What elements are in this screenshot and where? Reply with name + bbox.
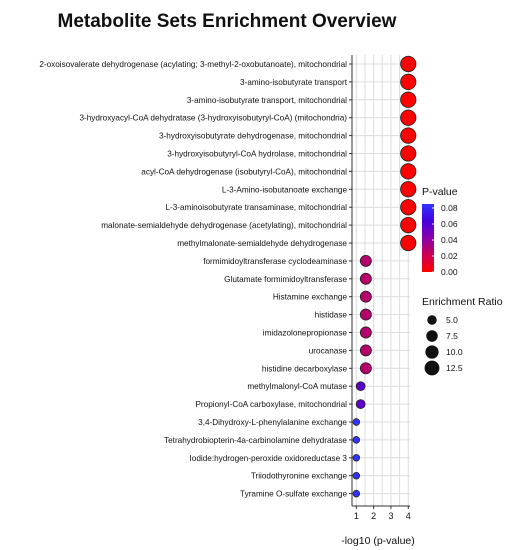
category-label: 3-hydroxyacyl-CoA dehydratase (3-hydroxy… [79, 114, 347, 123]
category-label: 3-amino-isobutyrate transport [240, 78, 348, 87]
x-axis-title: -log10 (p-value) [341, 535, 415, 547]
data-point [400, 109, 417, 126]
data-point [359, 290, 372, 303]
chart-title: Metabolite Sets Enrichment Overview [58, 11, 397, 32]
category-label: L-3-Amino-isobutanoate exchange [222, 185, 348, 194]
category-label: Tetrahydrobiopterin-4a-carbinolamine deh… [164, 436, 347, 445]
data-point [400, 163, 417, 180]
enrichment-ratio-legend-label: 7.5 [446, 331, 458, 341]
data-point [400, 216, 417, 234]
data-point [359, 308, 372, 321]
p-value-color-bar [422, 204, 434, 272]
category-labels: 2-oxoisovalerate dehydrogenase (acylatin… [39, 60, 352, 499]
enrichment-ratio-legend: Enrichment Ratio 5.0 7.5 10.0 12.5 [422, 296, 503, 376]
enrichment-ratio-legend-dot [424, 360, 440, 376]
x-tick-label: 1 [354, 511, 359, 521]
data-point [359, 344, 372, 357]
category-label: methylmalonyl-CoA mutase [247, 382, 347, 391]
category-label: 2-oxoisovalerate dehydrogenase (acylatin… [39, 60, 347, 69]
p-value-legend-title: P-value [422, 186, 458, 198]
data-point [359, 254, 372, 267]
category-label: Tyramine O-sulfate exchange [240, 490, 347, 499]
category-label: methylmalonate-semialdehyde dehydrogenas… [177, 239, 347, 248]
data-point [352, 418, 361, 426]
data-point [355, 399, 366, 409]
enrichment-ratio-legend-dot [426, 330, 438, 342]
data-point [352, 489, 361, 498]
category-label: 3,4-Dihydroxy-L-phenylalanine exchange [198, 418, 347, 427]
x-tick-label: 3 [388, 511, 393, 521]
data-point [400, 234, 417, 252]
p-value-legend-tick: 0.06 [441, 219, 458, 229]
p-value-legend-tick: 0.02 [441, 251, 458, 261]
data-point [355, 381, 366, 392]
axes [351, 55, 410, 507]
data-point [400, 145, 417, 162]
x-axis-ticks: 1 2 3 4 [354, 506, 411, 521]
data-point [352, 436, 361, 444]
category-label: urocanase [309, 346, 348, 355]
category-label: Propionyl-CoA carboxylase, mitochondrial [195, 400, 347, 409]
enrichment-ratio-legend-label: 10.0 [446, 347, 463, 357]
enrichment-ratio-legend-label: 5.0 [446, 315, 458, 325]
data-point [359, 362, 372, 375]
data-point [400, 55, 417, 73]
category-label: imidazolonepropionase [263, 329, 348, 338]
data-point [400, 181, 417, 198]
data-point [400, 73, 417, 91]
category-label: 3-hydroxyisobutyrate dehydrogenase, mito… [159, 132, 347, 141]
p-value-legend: P-value 0.08 0.06 0.04 0.02 0.00 [422, 186, 458, 277]
enrichment-ratio-legend-title: Enrichment Ratio [422, 296, 503, 308]
category-label: histidine decarboxylase [262, 364, 348, 373]
category-label: histidase [315, 311, 348, 320]
category-label: Triiodothyronine exchange [251, 472, 348, 481]
category-label: Iodide:hydrogen-peroxide oxidoreductase … [190, 454, 348, 463]
x-tick-label: 2 [371, 511, 376, 521]
data-point [352, 454, 361, 462]
p-value-legend-tick: 0.04 [441, 235, 458, 245]
category-label: L-3-aminoisobutyrate transaminase, mitoc… [165, 203, 347, 212]
data-points [352, 55, 417, 498]
data-point [400, 91, 417, 108]
enrichment-ratio-legend-dot [427, 315, 437, 325]
category-label: formimidoyltransferase cyclodeaminase [203, 257, 347, 266]
enrichment-ratio-legend-dot [425, 345, 439, 359]
category-label: 3-hydroxyisobutyryl-CoA hydrolase, mitoc… [167, 150, 347, 159]
data-point [352, 471, 361, 480]
data-point [400, 127, 417, 144]
category-label: Histamine exchange [273, 293, 348, 302]
data-point [400, 199, 417, 216]
category-label: malonate-semialdehyde dehydrogenase (ace… [101, 221, 347, 230]
enrichment-ratio-legend-label: 12.5 [446, 363, 463, 373]
category-label: acyl-CoA dehydrogenase (isobutyryl-CoA),… [141, 167, 347, 176]
data-point [359, 326, 372, 339]
category-label: 3-amino-isobutyrate transport, mitochond… [187, 96, 347, 105]
data-point [359, 272, 372, 285]
category-label: Glutamate formimidoyltransferase [224, 275, 347, 284]
p-value-legend-tick: 0.08 [441, 203, 458, 213]
x-tick-label: 4 [406, 511, 411, 521]
p-value-legend-tick: 0.00 [441, 267, 458, 277]
